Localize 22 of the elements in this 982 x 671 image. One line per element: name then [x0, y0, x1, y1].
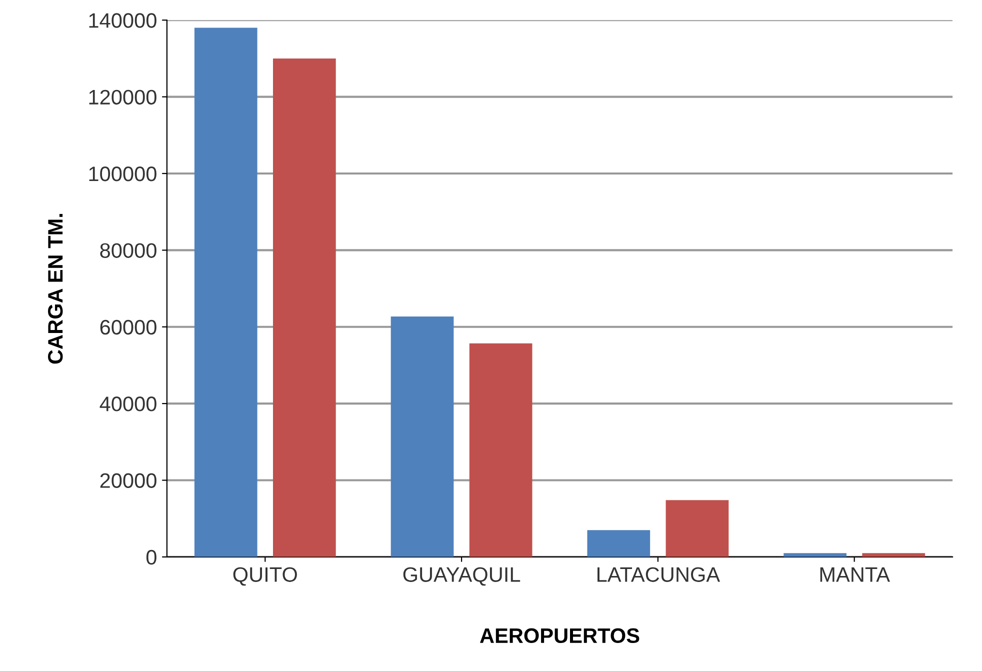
- y-tick-label: 140000: [89, 13, 156, 28]
- bar: [587, 530, 650, 557]
- bar: [390, 316, 454, 557]
- y-tick-label: 120000: [89, 90, 156, 105]
- y-axis-title: CARGA EN TM.: [48, 214, 63, 364]
- y-tick-label: 80000: [100, 243, 156, 258]
- x-tick-label: MANTA: [820, 567, 890, 582]
- bar: [666, 500, 729, 557]
- x-axis-title: AEROPUERTOS: [480, 628, 640, 644]
- bar: [272, 58, 336, 557]
- y-tick-label: 0: [146, 550, 156, 565]
- x-tick-label: GUAYAQUIL: [403, 567, 520, 586]
- x-tick-label: LATACUNGA: [598, 567, 720, 582]
- bar: [784, 553, 846, 557]
- bar: [194, 28, 258, 557]
- x-tick-label: QUITO: [233, 567, 297, 586]
- y-tick-label: 100000: [89, 166, 156, 182]
- bar: [862, 553, 926, 557]
- y-tick-label: 40000: [100, 396, 156, 412]
- bar: [469, 343, 532, 557]
- y-tick-label: 20000: [100, 473, 156, 488]
- y-tick-label: 60000: [100, 320, 156, 335]
